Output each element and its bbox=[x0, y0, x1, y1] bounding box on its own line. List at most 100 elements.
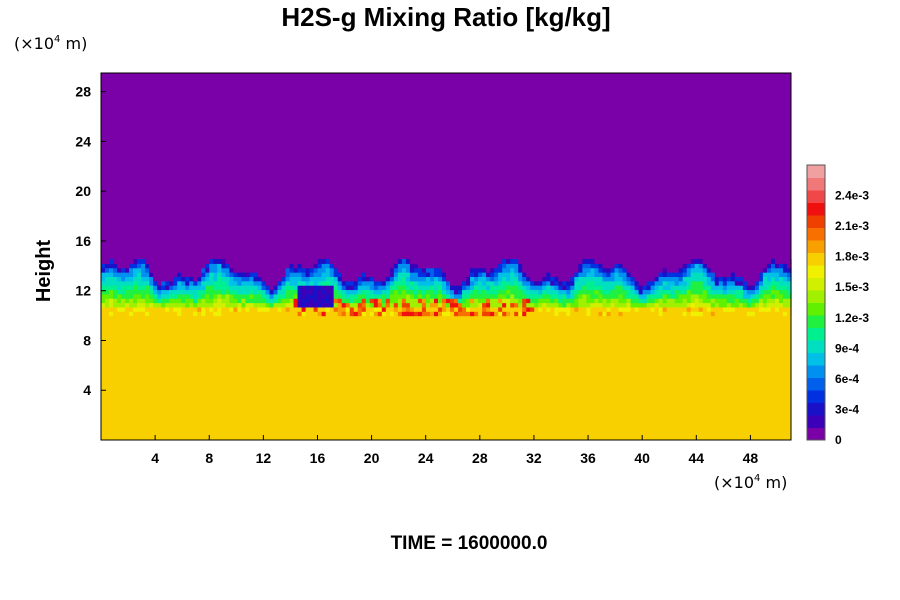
heatmap-cell bbox=[694, 280, 700, 286]
heatmap-cell bbox=[506, 311, 511, 317]
heatmap-cell bbox=[281, 311, 287, 317]
heatmap-cell bbox=[345, 276, 351, 282]
heatmap-cell bbox=[754, 306, 760, 312]
heatmap-cell bbox=[373, 272, 379, 277]
heatmap-cell bbox=[369, 276, 375, 282]
heatmap-cell bbox=[257, 311, 263, 317]
heatmap-cell bbox=[289, 272, 295, 277]
heatmap-cell bbox=[618, 289, 624, 295]
heatmap-cell bbox=[121, 311, 126, 317]
heatmap-cell bbox=[189, 267, 194, 273]
heatmap-cell bbox=[389, 276, 395, 282]
heatmap-cell bbox=[730, 263, 736, 269]
heatmap-cell bbox=[301, 272, 307, 277]
heatmap-cell bbox=[670, 285, 676, 291]
heatmap-cell bbox=[590, 258, 596, 264]
heatmap-cell bbox=[558, 280, 563, 286]
heatmap-cell bbox=[437, 285, 443, 291]
heatmap-cell bbox=[405, 298, 411, 304]
heatmap-cell bbox=[514, 285, 519, 291]
heatmap-cell bbox=[738, 285, 744, 291]
heatmap-cell bbox=[193, 258, 198, 264]
heatmap-cell bbox=[305, 306, 311, 312]
heatmap-cell bbox=[686, 272, 692, 277]
heatmap-cell bbox=[650, 311, 656, 317]
heatmap-cell bbox=[261, 272, 267, 277]
heatmap-cell bbox=[129, 280, 134, 286]
heatmap-cell bbox=[361, 289, 367, 295]
heatmap-cell bbox=[369, 263, 375, 269]
heatmap-cell bbox=[658, 258, 664, 264]
heatmap-cell bbox=[554, 272, 559, 277]
heatmap-cell bbox=[393, 280, 399, 286]
heatmap-cell bbox=[482, 285, 487, 291]
heatmap-cell bbox=[393, 267, 399, 273]
heatmap-cell bbox=[770, 298, 776, 304]
heatmap-cell bbox=[281, 280, 287, 286]
heatmap-cell bbox=[542, 276, 547, 282]
heatmap-cell bbox=[429, 263, 435, 269]
heatmap-cell bbox=[189, 311, 194, 317]
heatmap-cell bbox=[345, 263, 351, 269]
heatmap-cell bbox=[313, 302, 319, 308]
heatmap-cell bbox=[325, 289, 331, 295]
heatmap-cell bbox=[437, 263, 443, 269]
heatmap-cell bbox=[538, 311, 543, 317]
heatmap-cell bbox=[157, 280, 162, 286]
heatmap-cell bbox=[630, 311, 636, 317]
x-tick-label: 44 bbox=[689, 450, 705, 466]
heatmap-cell bbox=[462, 293, 467, 299]
heatmap-cell bbox=[113, 289, 118, 295]
heatmap-cell bbox=[249, 267, 255, 273]
heatmap-cell bbox=[109, 289, 114, 295]
heatmap-cell bbox=[726, 306, 732, 312]
heatmap-cell bbox=[333, 302, 339, 308]
heatmap-cell bbox=[177, 272, 182, 277]
heatmap-cell bbox=[401, 258, 407, 264]
heatmap-cell bbox=[113, 258, 118, 264]
heatmap-cell bbox=[313, 289, 319, 295]
heatmap-cell bbox=[269, 298, 275, 304]
heatmap-cell bbox=[349, 285, 355, 291]
heatmap-cell bbox=[502, 289, 507, 295]
heatmap-cell bbox=[706, 272, 712, 277]
heatmap-cell bbox=[373, 276, 379, 282]
heatmap-cell bbox=[377, 263, 383, 269]
heatmap-cell bbox=[466, 272, 471, 277]
heatmap-cell bbox=[606, 267, 612, 273]
heatmap-cell bbox=[229, 267, 234, 273]
heatmap-cell bbox=[393, 276, 399, 282]
heatmap-cell bbox=[626, 285, 632, 291]
heatmap-cell bbox=[421, 280, 427, 286]
heatmap-cell bbox=[514, 302, 519, 308]
heatmap-cell bbox=[570, 306, 575, 312]
heatmap-cell bbox=[333, 285, 339, 291]
heatmap-cell bbox=[550, 258, 555, 264]
heatmap-cell bbox=[277, 280, 283, 286]
heatmap-cell bbox=[341, 302, 347, 308]
heatmap-cell bbox=[466, 298, 471, 304]
heatmap-cell bbox=[650, 289, 656, 295]
heatmap-cell bbox=[550, 285, 555, 291]
heatmap-cell bbox=[397, 306, 403, 312]
heatmap-cell bbox=[113, 285, 118, 291]
heatmap-cell bbox=[365, 272, 371, 277]
heatmap-cell bbox=[381, 289, 387, 295]
heatmap-cell bbox=[474, 298, 479, 304]
heatmap-cell bbox=[446, 272, 451, 277]
heatmap-cell bbox=[550, 272, 555, 277]
heatmap-cell bbox=[482, 311, 487, 317]
heatmap-cell bbox=[197, 263, 202, 269]
heatmap-cell bbox=[329, 293, 335, 299]
heatmap-cell bbox=[486, 306, 491, 312]
heatmap-cell bbox=[325, 298, 331, 304]
heatmap-cell bbox=[754, 272, 760, 277]
heatmap-cell bbox=[454, 302, 459, 308]
heatmap-cell bbox=[562, 263, 567, 269]
heatmap-cell bbox=[782, 311, 788, 317]
heatmap-cell bbox=[437, 280, 443, 286]
heatmap-cell bbox=[646, 263, 652, 269]
heatmap-cell bbox=[269, 285, 275, 291]
heatmap-cell bbox=[710, 302, 716, 308]
heatmap-cell bbox=[261, 267, 267, 273]
